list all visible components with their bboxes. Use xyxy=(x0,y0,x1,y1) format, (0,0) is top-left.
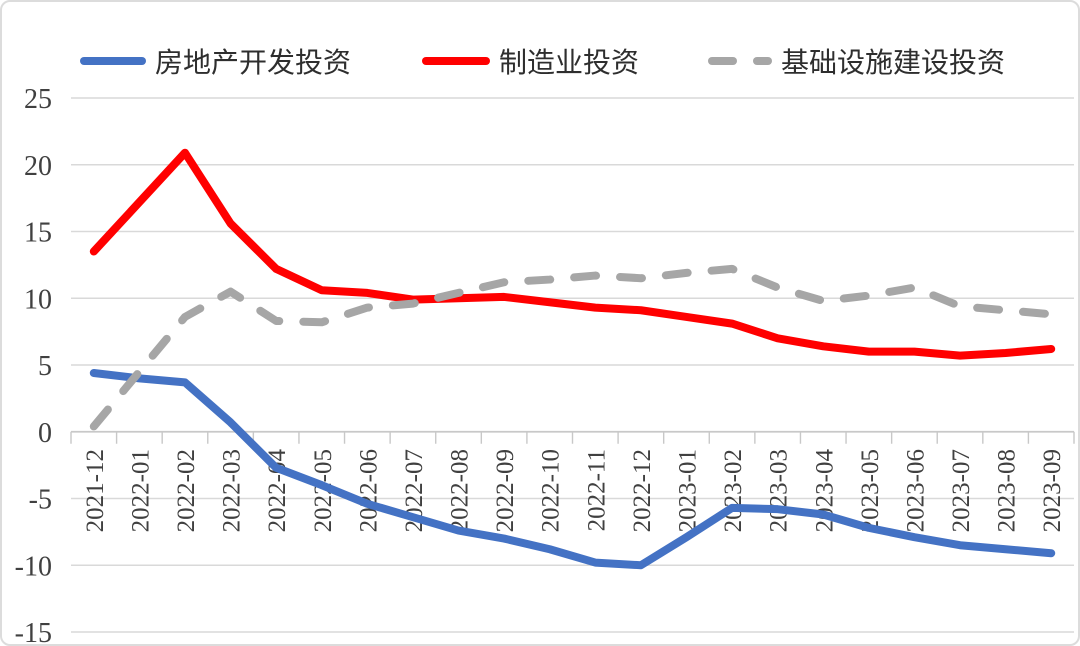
legend-label-manufacturing: 制造业投资 xyxy=(499,48,640,79)
svg-text:2023-06: 2023-06 xyxy=(902,449,929,532)
svg-text:2023-02: 2023-02 xyxy=(720,449,747,532)
svg-text:2022-09: 2022-09 xyxy=(492,449,519,532)
svg-text:-15: -15 xyxy=(15,618,52,646)
svg-text:0: 0 xyxy=(38,418,52,449)
legend-swatch-manufacturing-line xyxy=(422,57,490,65)
svg-text:-5: -5 xyxy=(29,485,52,516)
svg-text:2022-10: 2022-10 xyxy=(538,449,565,532)
svg-text:20: 20 xyxy=(24,151,52,182)
legend-item-real-estate-investment: 房地产开发投资 xyxy=(80,44,352,79)
svg-text:2022-06: 2022-06 xyxy=(355,449,382,532)
legend-item-infrastructure-investment: 基础设施建设投资 xyxy=(708,44,1006,79)
svg-text:2021-12: 2021-12 xyxy=(82,449,109,532)
svg-text:2023-05: 2023-05 xyxy=(857,449,884,532)
svg-text:15: 15 xyxy=(24,218,52,249)
svg-text:2023-09: 2023-09 xyxy=(1039,449,1066,532)
legend-swatch-real-estate-line xyxy=(80,57,146,65)
svg-text:2022-02: 2022-02 xyxy=(173,449,200,532)
svg-text:25: 25 xyxy=(24,84,52,115)
svg-text:2023-01: 2023-01 xyxy=(674,449,701,532)
svg-text:-10: -10 xyxy=(15,551,52,582)
svg-text:2023-03: 2023-03 xyxy=(766,449,793,532)
legend-label-infrastructure: 基础设施建设投资 xyxy=(781,48,1006,79)
svg-text:2022-08: 2022-08 xyxy=(447,449,474,532)
legend-item-manufacturing-investment: 制造业投资 xyxy=(422,44,640,79)
svg-text:2023-08: 2023-08 xyxy=(994,449,1021,532)
svg-text:2022-11: 2022-11 xyxy=(583,449,610,531)
svg-text:5: 5 xyxy=(38,351,52,382)
legend-swatch-infrastructure-dashed-line xyxy=(708,57,772,65)
svg-text:2023-07: 2023-07 xyxy=(948,449,975,532)
svg-text:2022-12: 2022-12 xyxy=(629,449,656,532)
svg-text:2022-03: 2022-03 xyxy=(219,449,246,532)
svg-text:10: 10 xyxy=(24,284,52,315)
svg-text:2022-01: 2022-01 xyxy=(127,449,154,532)
legend-label-real-estate: 房地产开发投资 xyxy=(155,48,352,79)
